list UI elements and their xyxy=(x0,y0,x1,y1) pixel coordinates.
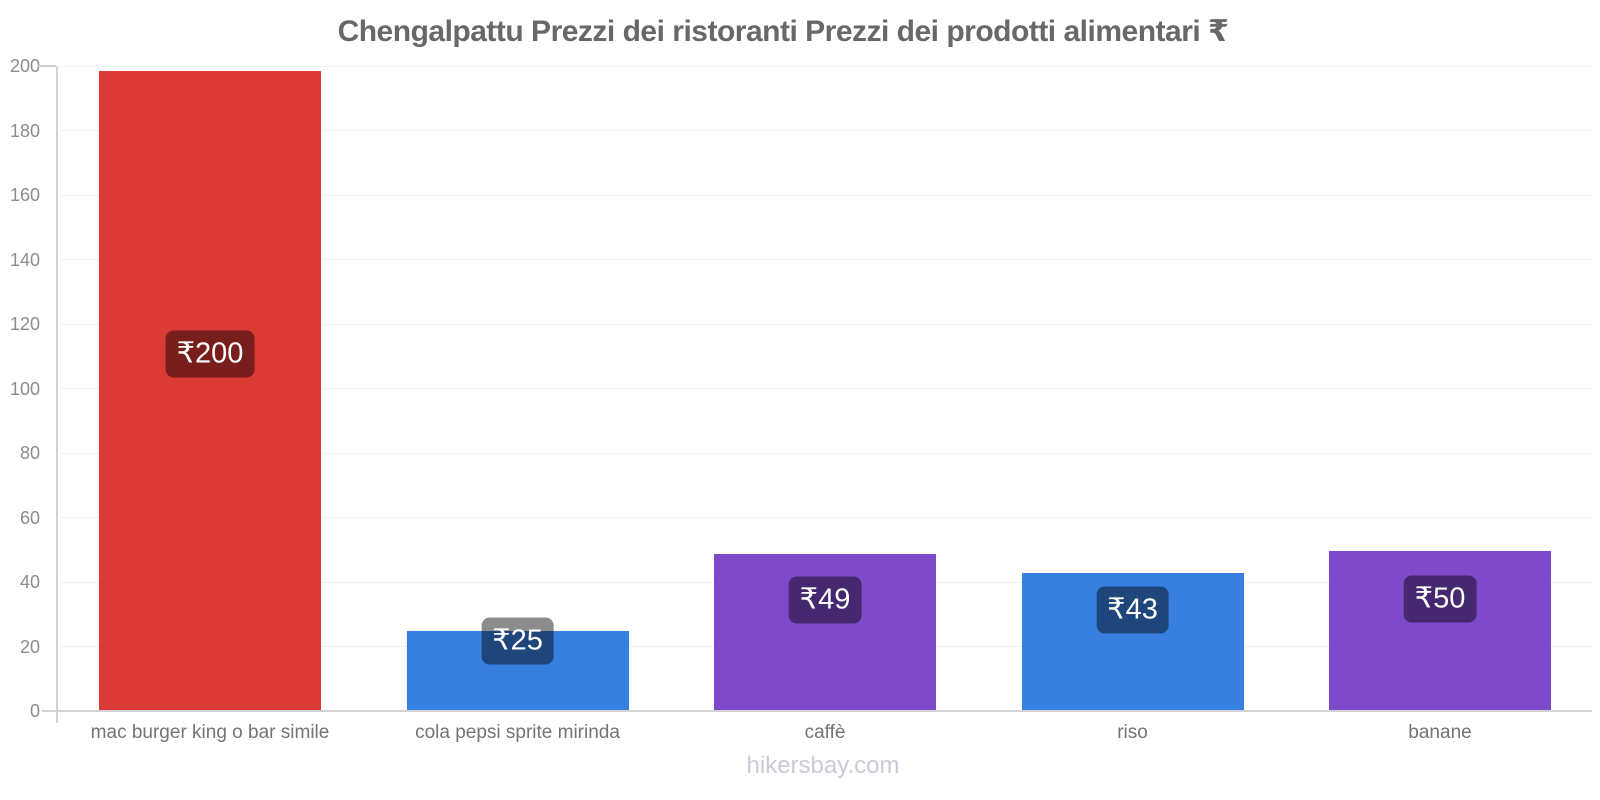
x-axis-label: cola pepsi sprite mirinda xyxy=(415,722,620,743)
y-axis-tick-label: 160 xyxy=(9,185,40,205)
gridline xyxy=(57,259,1592,260)
bar-3: ₹49 xyxy=(714,554,936,711)
gridline xyxy=(57,130,1592,131)
y-axis: 0 20 40 60 80 100 120 140 160 180 200 xyxy=(0,56,42,721)
bar-value-label: ₹49 xyxy=(788,576,862,624)
y-axis-tick-label: 80 xyxy=(19,443,40,463)
x-axis-label: banane xyxy=(1408,722,1472,743)
y-axis-tick-label: 60 xyxy=(19,507,40,528)
bar-value-label: ₹50 xyxy=(1403,575,1477,623)
bar-value-label: ₹25 xyxy=(481,617,554,665)
y-axis-tick-label: 140 xyxy=(9,249,40,270)
y-axis-line xyxy=(56,66,58,723)
gridline xyxy=(57,388,1592,389)
bar-5: ₹50 xyxy=(1329,551,1551,711)
x-axis-label: mac burger king o bar simile xyxy=(90,722,330,743)
y-axis-tick-label: 0 xyxy=(29,701,40,721)
chart-title: Chengalpattu Prezzi dei ristoranti Prezz… xyxy=(337,15,1229,48)
y-axis-tick-label: 120 xyxy=(9,314,40,334)
bar-4: ₹43 xyxy=(1021,573,1244,711)
plot-area: ₹200 ₹25 ₹49 ₹43 ₹50 xyxy=(56,65,1592,711)
gridline xyxy=(57,517,1592,518)
y-axis-tick-label: 100 xyxy=(9,378,40,399)
x-axis: mac burger king o bar simile cola pepsi s… xyxy=(56,722,1592,748)
gridline xyxy=(57,65,1592,67)
bar-value-label: ₹200 xyxy=(165,330,255,378)
x-axis-label: caffè xyxy=(804,722,846,743)
gridline xyxy=(57,194,1592,196)
y-axis-tick-mark xyxy=(38,65,56,67)
y-axis-tick-label: 180 xyxy=(9,120,40,141)
y-axis-tick-label: 20 xyxy=(19,636,40,657)
gridline xyxy=(57,323,1592,325)
y-axis-tick-label: 200 xyxy=(9,56,40,76)
y-axis-tick-label: 40 xyxy=(19,572,40,592)
x-axis-line xyxy=(42,710,1592,712)
x-axis-label: riso xyxy=(1117,722,1148,743)
bar-2: ₹25 xyxy=(406,617,629,711)
bar-value-label: ₹43 xyxy=(1096,586,1169,634)
gridline xyxy=(57,452,1592,454)
watermark-text: hikersbay.com xyxy=(746,752,900,779)
bar-1: ₹200 xyxy=(99,71,321,711)
